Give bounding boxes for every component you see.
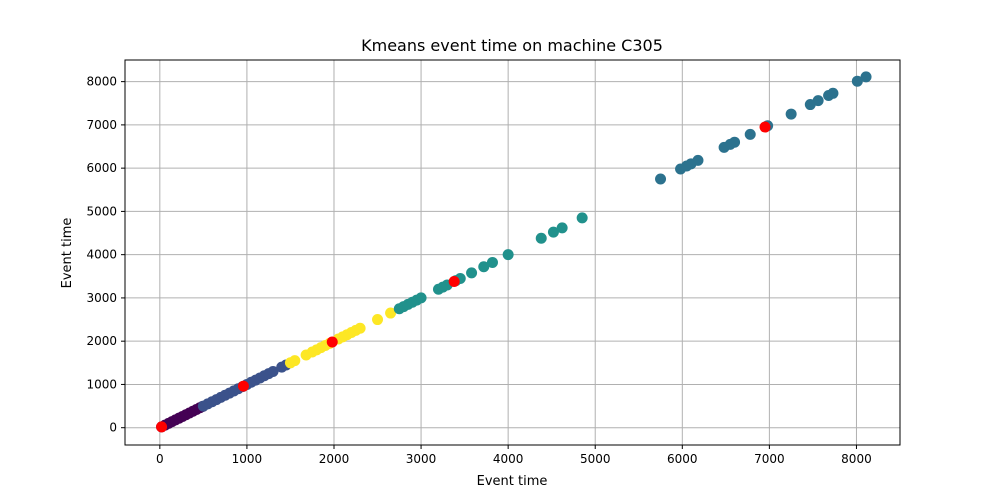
data-point <box>729 136 741 148</box>
x-tick-label: 4000 <box>493 452 524 466</box>
data-point <box>354 322 366 334</box>
data-point <box>289 355 301 367</box>
data-point <box>502 249 514 261</box>
y-tick-label: 1000 <box>86 377 117 391</box>
y-tick-label: 5000 <box>86 204 117 218</box>
data-point <box>478 261 490 273</box>
data-point <box>486 256 498 268</box>
series-5 <box>156 121 771 433</box>
data-point <box>692 154 704 166</box>
data-point <box>326 336 338 348</box>
x-tick-label: 3000 <box>406 452 437 466</box>
data-points <box>156 71 872 433</box>
x-axis-label: Event time <box>477 474 548 489</box>
data-point <box>156 421 168 433</box>
chart-title: Kmeans event time on machine C305 <box>361 36 663 55</box>
y-axis-label: Event time <box>60 218 75 289</box>
y-tick-label: 6000 <box>86 161 117 175</box>
data-point <box>372 314 384 326</box>
data-point <box>812 95 824 107</box>
y-tick-label: 4000 <box>86 248 117 262</box>
data-point <box>415 292 427 304</box>
y-axis-ticks: 0 1000 2000 3000 4000 5000 6000 7000 8000 <box>86 75 125 435</box>
data-point <box>466 267 478 279</box>
data-point <box>237 380 249 392</box>
data-point <box>655 173 667 185</box>
data-point <box>535 232 547 244</box>
x-tick-label: 2000 <box>319 452 350 466</box>
y-tick-label: 7000 <box>86 118 117 132</box>
data-point <box>785 108 797 120</box>
data-point <box>448 275 460 287</box>
data-point <box>860 71 872 83</box>
x-tick-label: 5000 <box>580 452 611 466</box>
x-axis-ticks: 0 1000 2000 3000 4000 5000 6000 7000 8000 <box>156 445 872 466</box>
data-point <box>385 307 397 319</box>
series-4 <box>655 71 872 185</box>
plot-frame <box>124 59 901 446</box>
x-tick-label: 8000 <box>841 452 872 466</box>
x-tick-label: 6000 <box>667 452 698 466</box>
series-3 <box>393 212 588 315</box>
data-point <box>759 121 771 133</box>
data-point <box>576 212 588 224</box>
data-point <box>744 128 756 140</box>
y-tick-label: 0 <box>109 421 117 435</box>
x-tick-label: 7000 <box>754 452 785 466</box>
y-tick-label: 3000 <box>86 291 117 305</box>
data-point <box>267 365 279 377</box>
x-tick-label: 0 <box>156 452 164 466</box>
y-tick-label: 8000 <box>86 75 117 89</box>
data-point <box>556 222 568 234</box>
data-point <box>827 87 839 99</box>
data-point <box>851 75 863 87</box>
y-tick-label: 2000 <box>86 334 117 348</box>
data-point <box>547 226 559 238</box>
series-2 <box>284 307 397 369</box>
x-tick-label: 1000 <box>232 452 263 466</box>
